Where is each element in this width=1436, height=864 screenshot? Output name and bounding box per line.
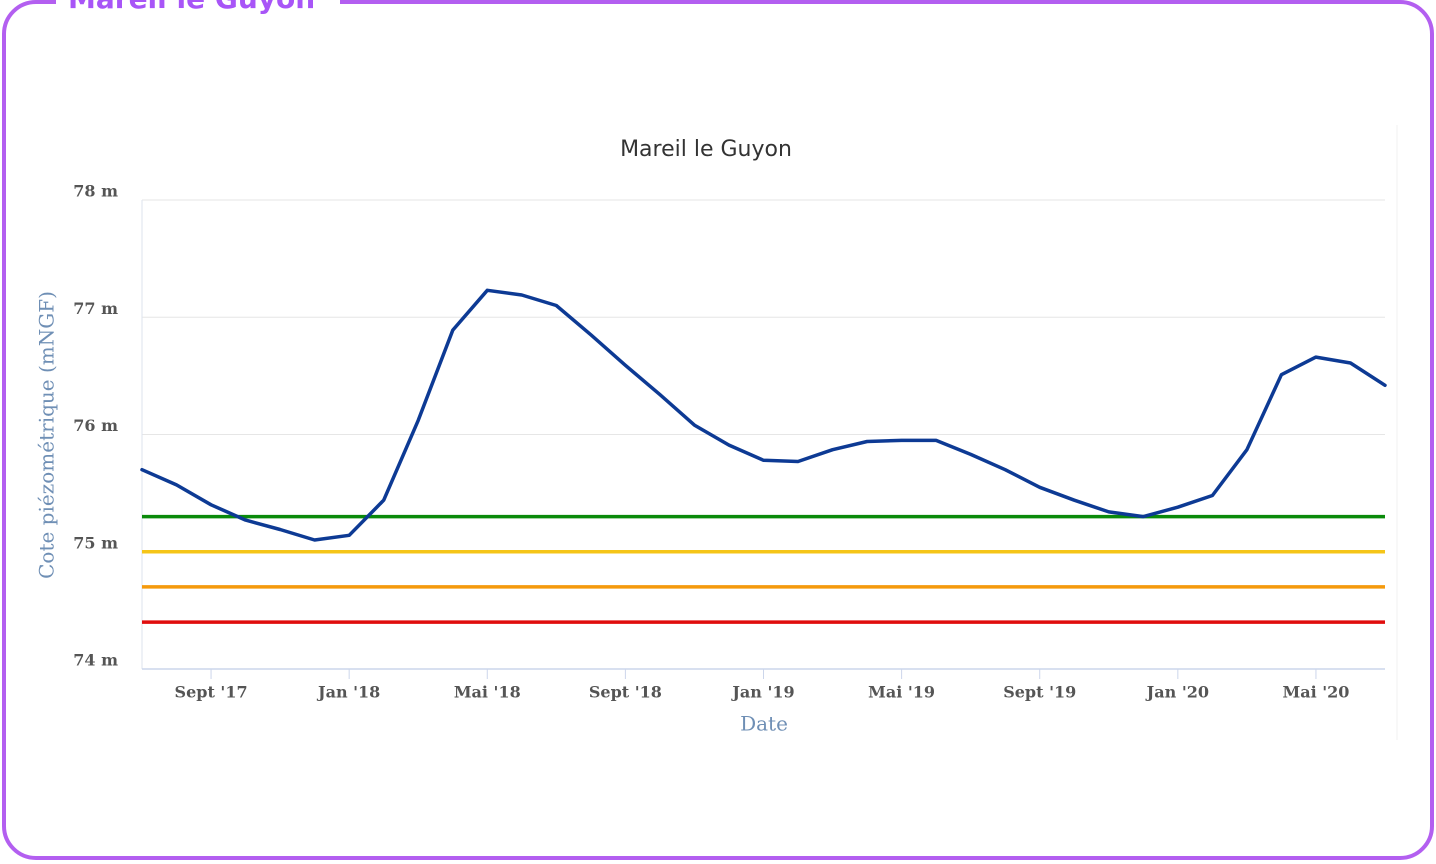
y-axis-label: Cote piézométrique (mNGF) xyxy=(35,291,59,579)
x-tick-label: Mai '19 xyxy=(868,683,935,702)
panel-title-gap xyxy=(56,0,340,8)
y-tick-label: 77 m xyxy=(73,299,118,318)
data-line xyxy=(140,288,1387,542)
y-tick-label: 78 m xyxy=(73,182,118,201)
x-tick-label: Jan '18 xyxy=(316,683,380,702)
y-tick-label: 76 m xyxy=(73,416,118,435)
y-tick-label: 75 m xyxy=(73,533,118,552)
y-tick-label: 74 m xyxy=(73,651,118,670)
x-tick-label: Sept '18 xyxy=(589,683,662,702)
panel-title: Mareil le Guyon xyxy=(68,0,315,15)
x-tick-label: Jan '20 xyxy=(1145,683,1209,702)
chart-title: Mareil le Guyon xyxy=(620,137,792,162)
x-tick-label: Sept '19 xyxy=(1003,683,1076,702)
x-tick-label: Mai '18 xyxy=(454,683,521,702)
x-tick-label: Jan '19 xyxy=(730,683,794,702)
x-tick-label: Mai '20 xyxy=(1282,683,1349,702)
x-tick-label: Sept '17 xyxy=(175,683,248,702)
x-axis-label: Date xyxy=(740,712,788,736)
